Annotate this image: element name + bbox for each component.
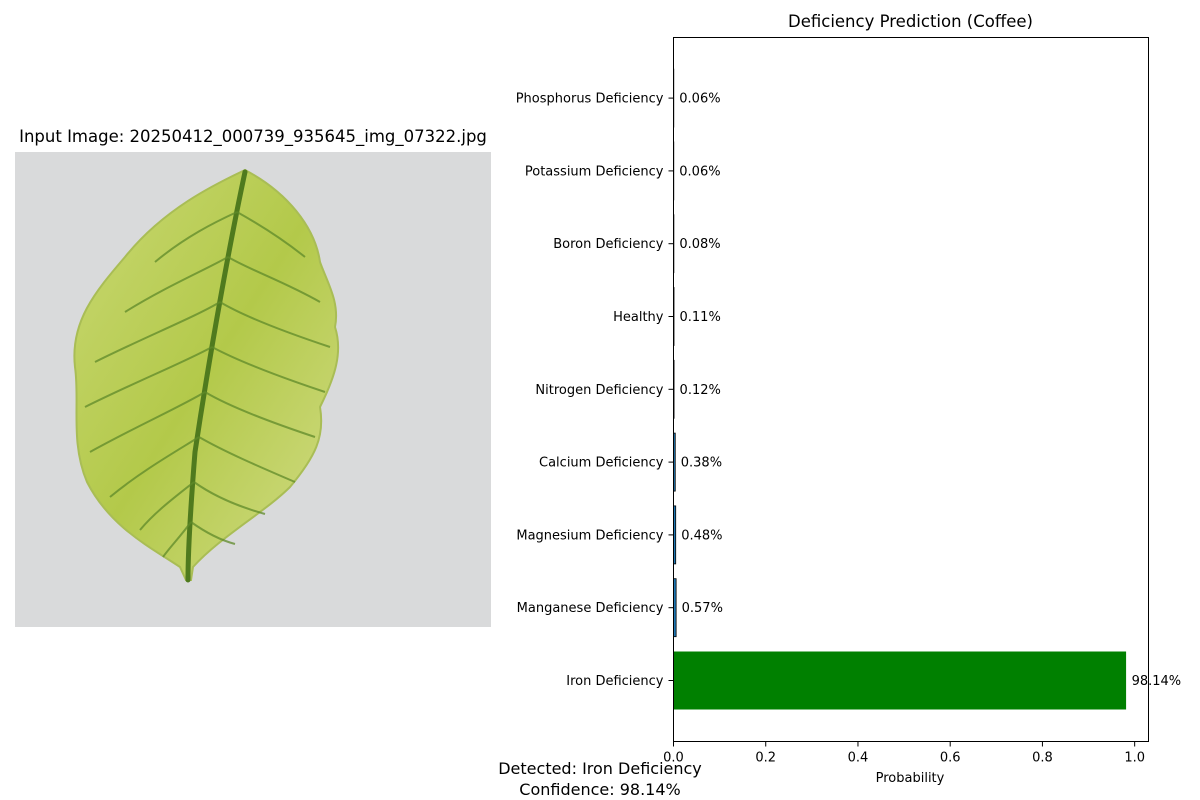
x-axis-label: Probability — [876, 771, 945, 786]
value-label: 0.06% — [679, 92, 720, 107]
x-tick-label: 0.0 — [663, 751, 684, 766]
x-tick-label: 0.6 — [940, 751, 961, 766]
value-label: 0.12% — [680, 383, 721, 398]
value-label: 0.11% — [680, 310, 721, 325]
value-labels-group: 98.14% 0.57% 0.48% 0.38% 0.12% 0.11% 0.08% 0.06… — [679, 92, 1181, 689]
input-leaf-image — [15, 152, 491, 627]
y-tick-label: Boron Deficiency — [553, 237, 664, 252]
bar-iron-deficiency — [673, 651, 1127, 710]
y-axis: Iron Deficiency Manganese Deficiency Magne… — [516, 92, 674, 689]
x-tick-label: 1.0 — [1124, 751, 1145, 766]
y-tick-label: Manganese Deficiency — [517, 601, 664, 616]
x-axis: 0.0 0.2 0.4 0.6 0.8 1.0 — [663, 741, 1145, 766]
value-label: 0.38% — [681, 456, 722, 471]
value-label: 0.06% — [679, 164, 720, 179]
value-label: 0.08% — [679, 237, 720, 252]
y-tick-label: Calcium Deficiency — [539, 456, 664, 471]
x-tick-label: 0.2 — [755, 751, 776, 766]
y-tick-label: Iron Deficiency — [566, 674, 664, 689]
y-tick-label: Magnesium Deficiency — [516, 528, 663, 543]
y-tick-label: Nitrogen Deficiency — [535, 383, 663, 398]
value-label: 0.57% — [682, 601, 723, 616]
value-label: 98.14% — [1132, 674, 1182, 689]
image-title: Input Image: 20250412_000739_935645_img_… — [19, 127, 487, 146]
bars-group — [673, 68, 1127, 710]
value-label: 0.48% — [681, 528, 722, 543]
y-tick-label: Phosphorus Deficiency — [516, 92, 664, 107]
y-tick-label: Healthy — [613, 310, 664, 325]
x-tick-label: 0.8 — [1032, 751, 1053, 766]
chart-title: Deficiency Prediction (Coffee) — [788, 12, 1033, 31]
axes-frame — [673, 37, 1149, 742]
x-tick-label: 0.4 — [848, 751, 869, 766]
detection-summary: Detected: Iron Deficiency Confidence: 98… — [400, 758, 800, 800]
detected-text: Detected: Iron Deficiency — [498, 759, 702, 778]
y-tick-label: Potassium Deficiency — [525, 164, 664, 179]
confidence-text: Confidence: 98.14% — [519, 780, 681, 799]
